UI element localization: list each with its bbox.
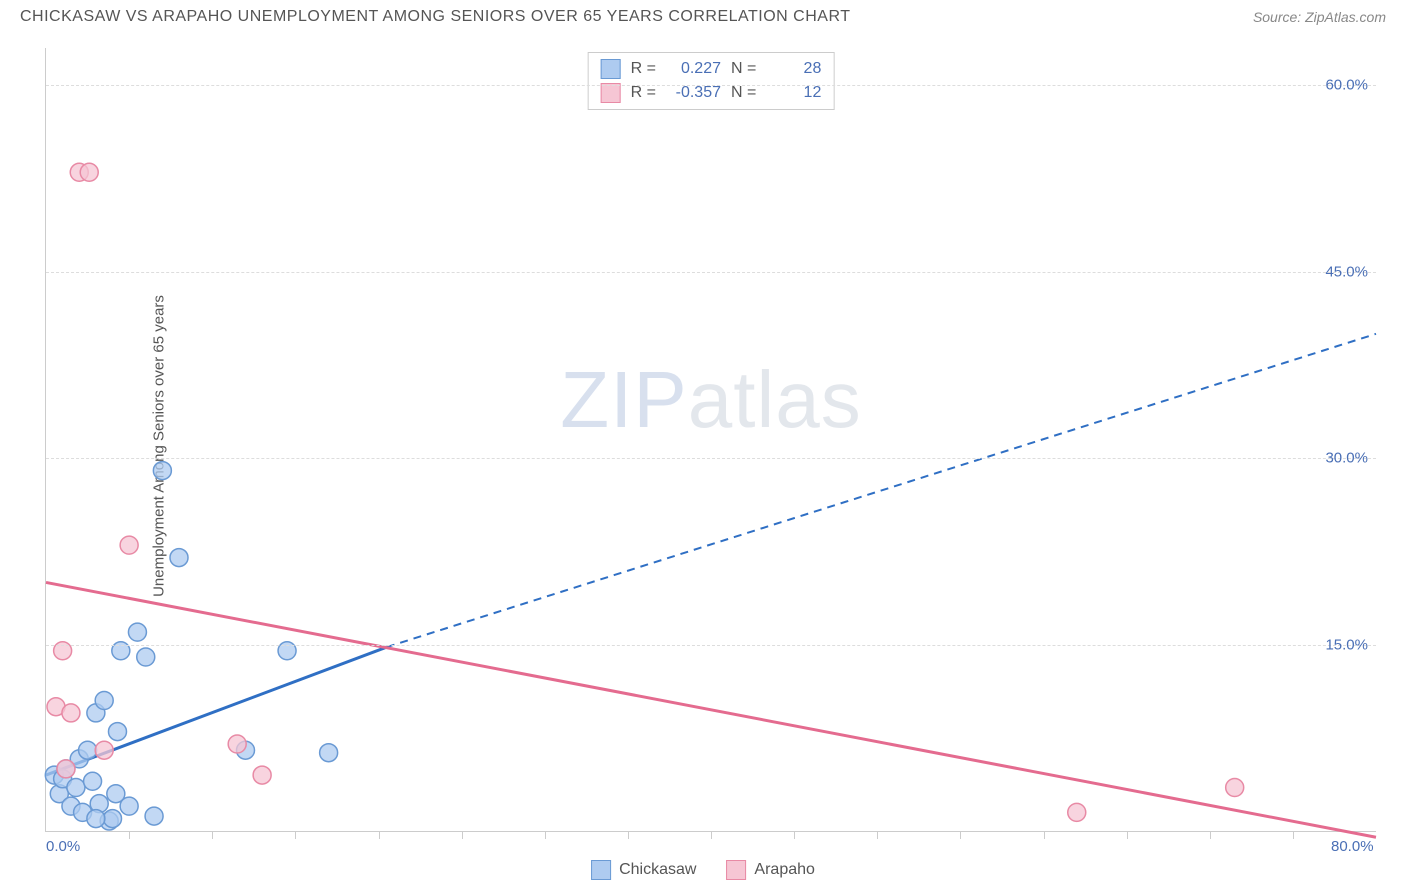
trend-line [46,582,1376,837]
r-value: -0.357 [666,84,721,102]
data-point [128,623,146,641]
legend-item: Arapaho [726,860,815,880]
data-point [62,704,80,722]
gridline [46,645,1376,646]
x-tick [129,831,130,839]
data-point [57,760,75,778]
x-tick [1127,831,1128,839]
gridline [46,458,1376,459]
chart-title: CHICKASAW VS ARAPAHO UNEMPLOYMENT AMONG … [20,8,850,26]
y-tick-label: 60.0% [1325,77,1368,94]
gridline [46,85,1376,86]
data-point [67,779,85,797]
data-point [145,807,163,825]
x-tick-label: 0.0% [46,838,80,855]
series-legend: Chickasaw Arapaho [591,860,815,880]
y-tick-label: 30.0% [1325,450,1368,467]
scatter-plot-svg [46,48,1376,831]
r-label: R = [631,60,656,78]
x-tick [462,831,463,839]
data-point [108,723,126,741]
x-tick [877,831,878,839]
y-tick-label: 15.0% [1325,636,1368,653]
r-label: R = [631,84,656,102]
legend-label: Arapaho [754,861,815,879]
correlation-stats-box: R = 0.227 N = 28 R = -0.357 N = 12 [588,52,835,110]
x-tick [1044,831,1045,839]
n-value: 28 [766,60,821,78]
data-point [1068,803,1086,821]
data-point [104,810,122,828]
y-tick-label: 45.0% [1325,263,1368,280]
stats-row: R = 0.227 N = 28 [601,57,822,81]
data-point [95,741,113,759]
x-tick-label: 80.0% [1331,838,1374,855]
data-point [95,692,113,710]
n-label: N = [731,60,756,78]
data-point [79,741,97,759]
chart-plot-area: ZIPatlas R =0.227N =28R =-0.357N =12 15.… [45,48,1376,832]
legend-swatch [591,860,611,880]
x-tick [628,831,629,839]
x-tick [295,831,296,839]
data-point [253,766,271,784]
x-tick [545,831,546,839]
x-tick [212,831,213,839]
n-label: N = [731,84,756,102]
r-value: 0.227 [666,60,721,78]
legend-swatch [726,860,746,880]
x-tick [1210,831,1211,839]
header-bar: CHICKASAW VS ARAPAHO UNEMPLOYMENT AMONG … [0,0,1406,32]
x-tick [794,831,795,839]
data-point [80,163,98,181]
data-point [153,462,171,480]
data-point [120,536,138,554]
data-point [170,549,188,567]
n-value: 12 [766,84,821,102]
data-point [1226,779,1244,797]
data-point [107,785,125,803]
x-tick [711,831,712,839]
trend-line-dashed [387,334,1376,647]
data-point [84,772,102,790]
legend-item: Chickasaw [591,860,696,880]
x-tick [379,831,380,839]
series-swatch [601,59,621,79]
x-tick [960,831,961,839]
data-point [87,810,105,828]
data-point [320,744,338,762]
data-point [137,648,155,666]
data-point [228,735,246,753]
x-tick [1293,831,1294,839]
legend-label: Chickasaw [619,861,696,879]
source-attribution: Source: ZipAtlas.com [1253,9,1386,25]
gridline [46,272,1376,273]
